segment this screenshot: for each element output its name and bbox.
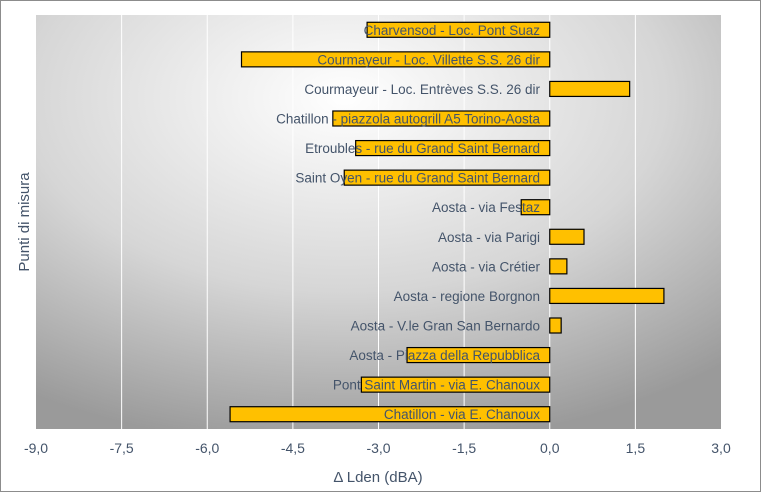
bar	[549, 228, 585, 245]
category-label: Aosta - Piazza della Repubblica	[349, 348, 540, 363]
category-label: Etroubles - rue du Grand Saint Bernard	[305, 141, 540, 156]
bar	[549, 287, 665, 305]
y-axis-title: Punti di misura	[16, 172, 33, 272]
category-label: Aosta - regione Borgnon	[394, 289, 540, 304]
x-tick-label: -4,5	[281, 440, 305, 456]
x-tick-label: -1,5	[452, 440, 476, 456]
bar	[366, 21, 551, 38]
category-label: Courmayeur - Loc. Entrèves S.S. 26 dir	[304, 82, 540, 97]
x-tick-label: 3,0	[711, 440, 731, 456]
x-tick-label: -9,0	[24, 440, 48, 456]
bar	[549, 317, 562, 334]
bar	[355, 139, 551, 157]
category-label: Aosta - V.le Gran San Bernardo	[351, 319, 540, 334]
category-label: Courmayeur - Loc. Villette S.S. 26 dir	[317, 52, 540, 67]
category-label: Chatillon - via E. Chanoux	[384, 407, 540, 422]
bar	[343, 169, 551, 186]
category-label: Saint Oyen - rue du Grand Saint Bernard	[295, 171, 540, 186]
category-label: Chatillon - piazzola autogrill A5 Torino…	[276, 112, 540, 127]
x-tick-label: -3,0	[366, 440, 390, 456]
x-axis-title: Δ Lden (dBA)	[333, 469, 422, 486]
category-label: Aosta - via Parigi	[438, 230, 540, 245]
bar	[360, 376, 551, 393]
bar	[332, 110, 551, 127]
bar	[520, 199, 551, 216]
x-tick-label: -7,5	[110, 440, 134, 456]
category-label: Charvensod - Loc. Pont Suaz	[364, 23, 541, 38]
x-tick-label: 0,0	[540, 440, 560, 456]
bar	[240, 51, 551, 68]
category-label: Aosta - via Festaz	[432, 200, 540, 215]
category-label: Pont Saint Martin - via E. Chanoux	[333, 378, 540, 393]
bar	[549, 258, 568, 275]
category-label: Aosta - via Crétier	[432, 259, 541, 274]
bar	[549, 80, 631, 98]
x-tick-label: 1,5	[626, 440, 646, 456]
bar	[406, 346, 551, 364]
bar	[229, 406, 551, 423]
x-tick-label: -6,0	[195, 440, 219, 456]
